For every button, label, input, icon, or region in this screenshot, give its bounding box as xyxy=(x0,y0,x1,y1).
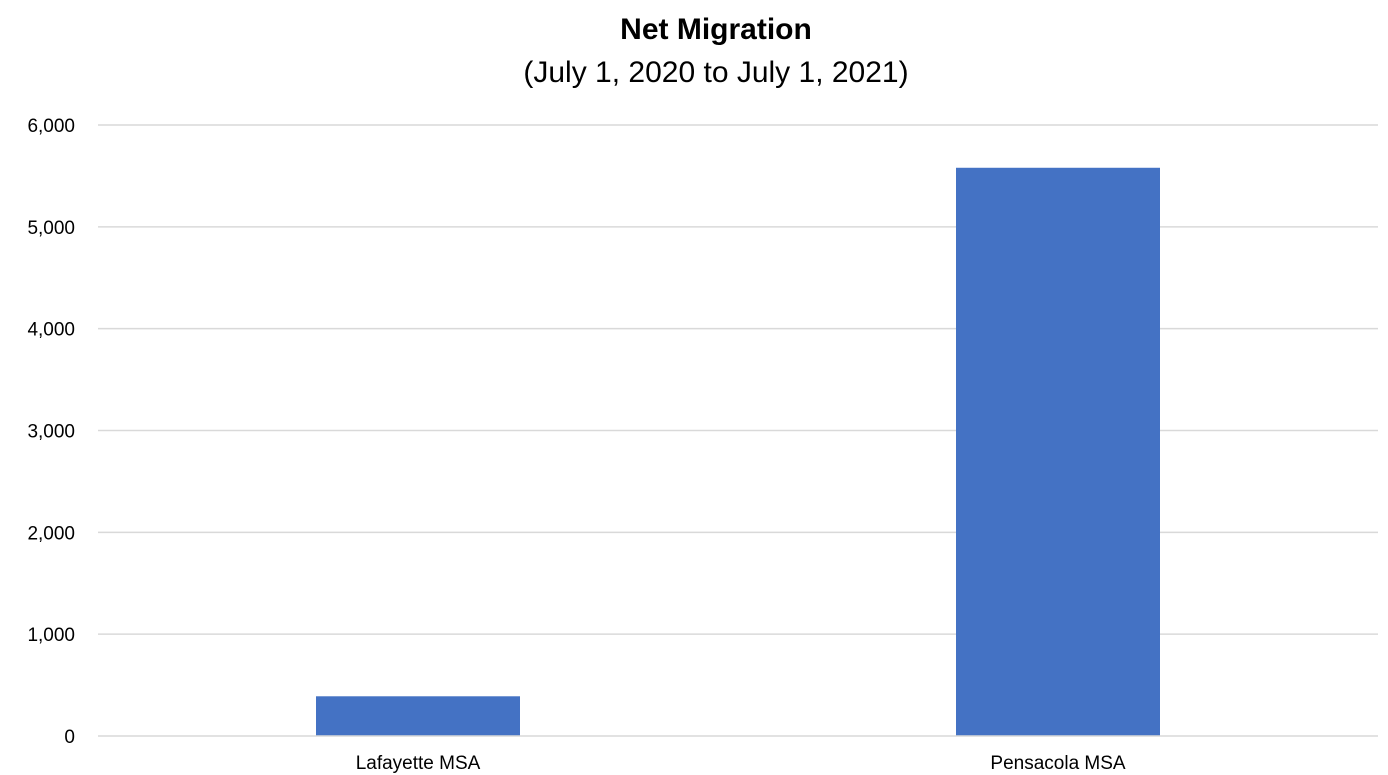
gridlines xyxy=(98,124,1378,635)
bar-pensacola-msa xyxy=(956,167,1160,736)
x-axis-tick-labels: Lafayette MSA Pensacola MSA xyxy=(356,753,1126,774)
y-tick-label: 6,000 xyxy=(27,116,75,137)
bar-lafayette-msa xyxy=(316,696,520,736)
y-tick-label: 5,000 xyxy=(27,218,75,239)
chart-title: Net Migration xyxy=(620,13,812,46)
y-tick-label: 2,000 xyxy=(27,523,75,544)
chart-subtitle: (July 1, 2020 to July 1, 2021) xyxy=(523,56,908,89)
y-tick-label: 3,000 xyxy=(27,422,75,443)
y-tick-label: 1,000 xyxy=(27,625,75,646)
y-axis-tick-labels: 0 1,000 2,000 3,000 4,000 5,000 6,000 xyxy=(27,116,75,748)
bars xyxy=(316,167,1160,736)
x-tick-label: Lafayette MSA xyxy=(356,753,481,774)
y-tick-label: 0 xyxy=(64,727,75,748)
x-tick-label: Pensacola MSA xyxy=(990,753,1126,774)
y-tick-label: 4,000 xyxy=(27,320,75,341)
